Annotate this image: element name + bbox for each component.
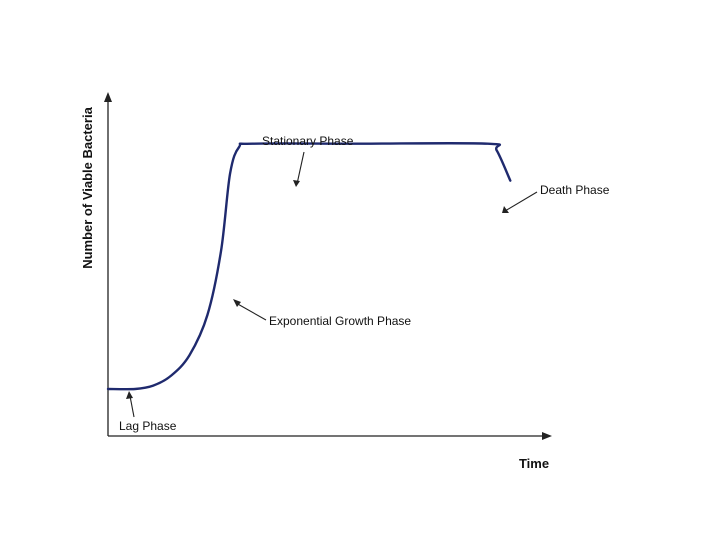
pointer-stationary-phase-head <box>293 180 300 187</box>
annotation-death-phase: Death Phase <box>540 183 610 197</box>
data-point-10 <box>356 143 358 145</box>
data-point-11 <box>487 143 489 145</box>
annotation-stationary-phase: Stationary Phase <box>262 134 354 148</box>
data-point-4 <box>188 354 190 356</box>
y-axis-label: Number of Viable Bacteria <box>80 106 95 268</box>
phase-annotations: Stationary Phase Death Phase Exponential… <box>119 134 610 433</box>
data-point-5 <box>206 314 208 316</box>
annotation-lag-phase: Lag Phase <box>119 419 177 433</box>
pointer-death-phase-head <box>502 206 509 213</box>
data-point-3 <box>170 375 172 377</box>
data-point-2 <box>152 385 154 387</box>
pointer-lag-phase-head <box>126 391 133 399</box>
pointer-death-phase <box>504 191 538 212</box>
pointer-stationary-phase <box>296 151 305 185</box>
pointer-lag-phase <box>129 395 135 418</box>
axes <box>104 92 552 440</box>
data-point-1 <box>134 388 136 390</box>
data-point-0 <box>107 388 109 390</box>
y-axis-arrowhead <box>104 92 112 102</box>
x-axis-arrowhead <box>542 432 552 440</box>
data-point-8 <box>238 146 240 148</box>
annotation-exponential-growth-phase: Exponential Growth Phase <box>269 314 411 328</box>
data-point-12 <box>496 149 498 151</box>
data-point-6 <box>220 250 222 252</box>
data-point-13 <box>509 180 511 182</box>
growth-curve-line <box>106 142 512 391</box>
data-point-7 <box>229 173 231 175</box>
data-points <box>107 143 511 390</box>
x-axis-label: Time <box>519 456 549 471</box>
pointer-exponential-growth-phase-head <box>233 299 241 307</box>
data-point-9 <box>252 143 254 145</box>
pointer-exponential-growth-phase <box>235 302 267 321</box>
